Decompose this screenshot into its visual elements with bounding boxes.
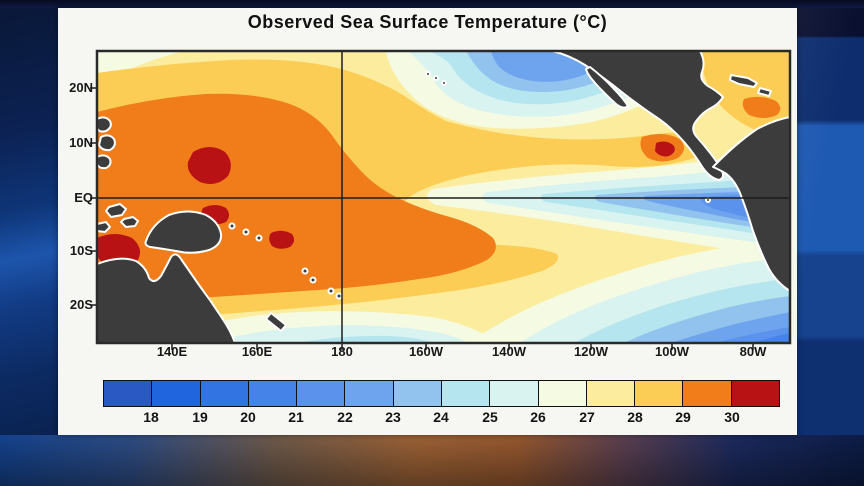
chart-panel: Observed Sea Surface Temperature (°C): [58, 8, 797, 435]
warm-pool-hot-spots: [97, 147, 295, 268]
colorbar-label-24: 24: [433, 409, 449, 425]
x-axis-label-100w: 100W: [655, 344, 689, 359]
land-cuba: [729, 74, 758, 88]
y-axis-label-20s: 20S: [69, 297, 93, 312]
colorbar-cell-11: [634, 381, 683, 406]
land-baja: [585, 66, 629, 109]
tv-background-left: [0, 8, 58, 486]
x-axis-label-140e: 140E: [156, 344, 188, 359]
colorbar-cell-5: [344, 381, 393, 406]
colorbar-label-28: 28: [627, 409, 643, 425]
colorbar-label-18: 18: [143, 409, 159, 425]
y-axis-label-10n: 10N: [69, 135, 93, 150]
colorbar-cell-10: [585, 381, 635, 406]
colorbar-label-23: 23: [385, 409, 401, 425]
y-axis-label-20n: 20N: [69, 80, 93, 95]
ocean-fill-layers: [97, 51, 790, 343]
colorbar-cell-8: [489, 381, 538, 406]
x-axis-label-120w: 120W: [574, 344, 608, 359]
south-cool-band: [148, 311, 500, 343]
grid-lines: [90, 49, 792, 350]
tv-background-top-bar: [0, 0, 864, 8]
southeast-cool-region: [468, 239, 790, 343]
land-indonesia: [105, 203, 127, 218]
land-philippines: [96, 116, 112, 133]
y-axis-label-eq: EQ: [74, 190, 93, 205]
colorbar-cell-9: [537, 381, 586, 406]
colorbar-label-21: 21: [288, 409, 304, 425]
sst-map: [90, 49, 792, 350]
land-new-caledonia: [265, 312, 287, 332]
y-axis-label-10s: 10S: [69, 243, 93, 258]
land-australia: [96, 253, 236, 344]
land-new-guinea: [144, 210, 223, 254]
x-axis-label-140w: 140W: [492, 344, 526, 359]
colorbar-cell-12: [682, 381, 731, 406]
nw-cool-corner: [97, 51, 185, 92]
equatorial-cold-tongue: [426, 149, 790, 259]
colorbar-label-22: 22: [337, 409, 353, 425]
colorbar-cell-7: [440, 381, 490, 406]
colorbar-label-30: 30: [724, 409, 740, 425]
colorbar-cell-13: [730, 381, 779, 406]
colorbar-cell-1: [151, 381, 200, 406]
x-axis-label-80w: 80W: [739, 344, 767, 359]
colorbar-cell-4: [296, 381, 345, 406]
land-masses: [96, 50, 791, 344]
colorbar-cell-6: [392, 381, 441, 406]
colorbar-label-20: 20: [240, 409, 256, 425]
colorbar-label-29: 29: [675, 409, 691, 425]
tv-background-bottom: [0, 435, 864, 486]
colorbar-cell-2: [199, 381, 248, 406]
tv-background-right: [797, 8, 864, 486]
colorbar-cell-3: [247, 381, 297, 406]
land-south-america: [712, 116, 791, 292]
land-vanuatu: [301, 267, 309, 275]
warm-pool-29: [97, 93, 496, 307]
colorbar-label-19: 19: [192, 409, 208, 425]
x-axis-label-180: 180: [331, 344, 353, 359]
colorbar: [103, 380, 780, 407]
colorbar-label-26: 26: [530, 409, 546, 425]
mexico-hot-core: [655, 141, 675, 157]
gulf-caribbean-warm: [698, 51, 790, 141]
land-fiji: [327, 287, 335, 295]
colorbar-label-27: 27: [579, 409, 595, 425]
land-hispaniola: [757, 87, 772, 97]
x-axis-label-160w: 160W: [409, 344, 443, 359]
colorbar-cell-0: [104, 381, 152, 406]
map-frame: [95, 49, 792, 345]
colorbar-label-25: 25: [482, 409, 498, 425]
land-north-america: [551, 50, 724, 181]
caribbean-hot-spot: [742, 96, 781, 118]
chart-title: Observed Sea Surface Temperature (°C): [247, 12, 608, 32]
land-hawaii: [425, 71, 431, 77]
x-axis-label-160e: 160E: [241, 344, 273, 359]
land-solomons: [228, 222, 236, 230]
